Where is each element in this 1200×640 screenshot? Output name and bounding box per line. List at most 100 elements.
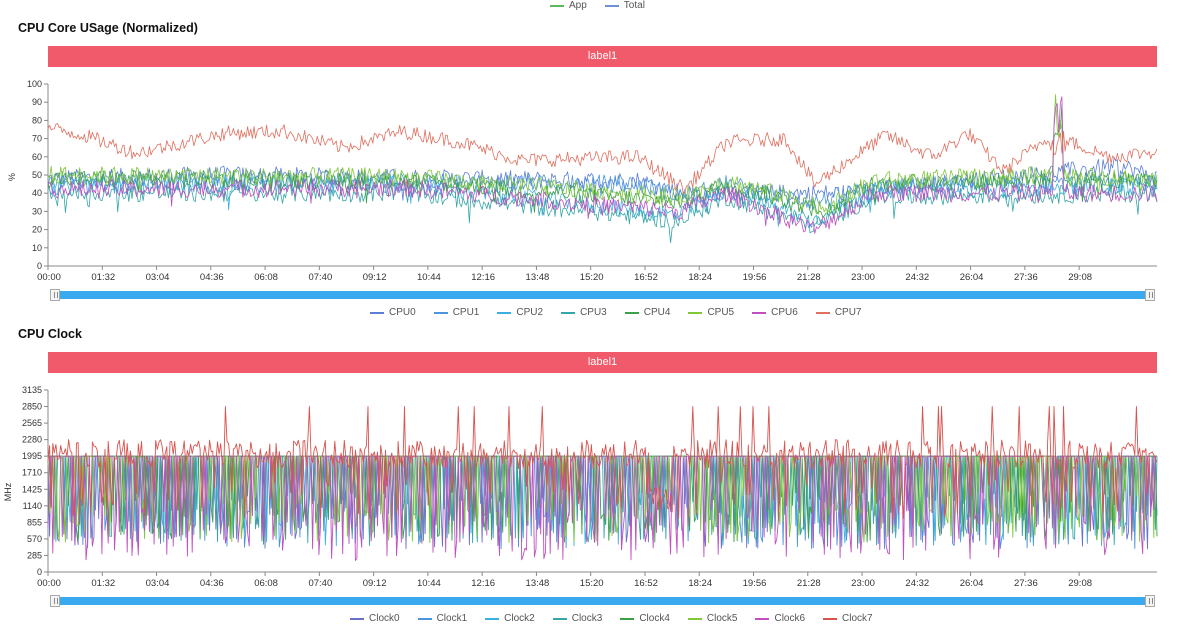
usage-legend-label: CPU7 [834,307,862,318]
usage-legend-item-cpu2[interactable]: CPU2 [497,307,543,318]
x-tick-label: 00:00 [37,578,61,589]
usage-legend-item-cpu1[interactable]: CPU1 [433,307,479,318]
clock-range-slider[interactable] [48,595,1157,607]
usage-legend-swatch [815,311,830,314]
usage-legend-swatch [433,311,448,314]
y-tick-label: 10 [32,243,42,253]
clock-legend-label: Clock6 [774,613,806,624]
usage-legend-label: CPU2 [516,307,544,318]
x-tick-label: 04:36 [200,578,224,589]
x-tick-label: 07:40 [308,272,332,283]
usage-legend-swatch [370,311,384,314]
clock-legend-item-clock7[interactable]: Clock7 [823,613,873,624]
top-legend-item-total[interactable]: Total [604,0,645,11]
x-tick-label: 03:04 [146,578,170,589]
usage-slider-left-handle[interactable] [50,289,60,301]
series-line-clock7 [47,406,1158,520]
x-tick-label: 27:36 [1014,272,1038,283]
x-tick-label: 09:12 [363,578,387,589]
x-tick-label: 01:32 [91,578,115,589]
y-tick-label: 570 [27,534,42,544]
y-tick-label: 50 [32,170,42,180]
x-tick-label: 19:56 [743,578,767,589]
x-tick-label: 18:24 [688,272,712,283]
usage-legend-label: CPU0 [389,307,416,318]
x-tick-label: 26:04 [960,272,984,283]
usage-chart-title: CPU Core USage (Normalized) [18,21,198,35]
clock-slider-right-handle[interactable] [1145,595,1155,607]
x-tick-label: 24:32 [905,272,929,283]
series-line-clock5 [47,455,1157,544]
series-line-cpu4 [47,103,1158,218]
y-tick-label: 1140 [23,501,42,511]
clock-legend-swatch [687,617,702,620]
usage-legend-label: CPU4 [643,307,671,318]
usage-legend-label: CPU3 [580,307,607,318]
clock-legend-label: Clock2 [504,613,535,624]
usage-legend-swatch [497,311,512,314]
clock-chart-title: CPU Clock [18,327,82,341]
usage-legend-item-cpu6[interactable]: CPU6 [752,307,798,318]
clock-legend-item-clock0[interactable]: Clock0 [350,613,400,624]
usage-legend-item-cpu7[interactable]: CPU7 [815,307,862,318]
series-line-clock4 [48,455,1158,543]
clock-slider-track[interactable] [58,597,1147,605]
usage-legend-item-cpu3[interactable]: CPU3 [561,307,607,318]
usage-range-slider[interactable] [48,289,1157,301]
usage-chart: 0 10 20 30 40 50 60 70 80 90 100 00:00 01:32 03:04 04:… [27,79,1158,283]
clock-legend-swatch [823,617,838,620]
x-tick-label: 01:32 [91,272,115,283]
usage-legend-item-cpu4[interactable]: CPU4 [624,307,671,318]
series-line-cpu5 [47,94,1158,215]
y-tick-label: 0 [37,567,42,577]
usage-legend-item-cpu5[interactable]: CPU5 [688,307,734,318]
top-legend-swatch [604,4,619,7]
clock-legend-item-clock5[interactable]: Clock5 [687,613,737,624]
y-tick-label: 3135 [22,385,42,395]
clock-legend-label: Clock1 [436,613,468,624]
usage-legend-swatch [624,311,639,314]
clock-legend-item-clock4[interactable]: Clock4 [620,613,670,624]
y-tick-label: 0 [37,261,42,271]
y-tick-label: 2850 [22,402,42,412]
series-line-cpu7 [47,123,1158,194]
clock-label-bar: label1 [48,352,1157,373]
usage-legend-item-cpu0[interactable]: CPU0 [370,307,416,318]
usage-slider-track[interactable] [58,291,1147,299]
usage-slider-right-handle[interactable] [1145,289,1155,301]
clock-slider-left-handle[interactable] [50,595,60,607]
x-tick-label: 13:48 [526,578,550,589]
x-tick-label: 21:28 [797,578,821,589]
x-tick-label: 12:16 [471,578,495,589]
x-tick-label: 15:20 [580,578,604,589]
clock-legend: Clock0 Clock1 Clock2 Clock3 Clock4 Clock5 Cloc… [350,613,873,624]
top-legend-item-app[interactable]: App [550,0,587,11]
y-tick-label: 2280 [22,435,42,445]
clock-legend-swatch [755,617,770,620]
x-tick-label: 00:00 [37,272,61,283]
x-tick-label: 27:36 [1014,578,1038,589]
y-tick-label: 1425 [22,484,42,494]
top-legend: App Total [550,0,645,11]
top-legend-label: Total [623,0,645,11]
x-tick-label: 16:52 [634,272,658,283]
clock-legend-item-clock6[interactable]: Clock6 [755,613,805,624]
clock-legend-label: Clock0 [369,613,400,624]
clock-legend-swatch [552,617,567,620]
y-tick-label: 20 [32,225,42,235]
series-line-clock2 [48,455,1157,547]
clock-legend-label: Clock7 [842,613,873,624]
clock-legend-item-clock2[interactable]: Clock2 [485,613,535,624]
x-tick-label: 13:48 [526,272,550,283]
series-line-cpu6 [47,96,1158,234]
x-tick-label: 15:20 [580,272,604,283]
y-tick-label: 90 [32,97,42,107]
clock-legend-swatch [350,617,364,620]
y-tick-label: 40 [32,188,42,198]
clock-legend-item-clock3[interactable]: Clock3 [552,613,603,624]
clock-legend-label: Clock3 [571,613,603,624]
y-tick-label: 1995 [22,451,42,461]
y-tick-label: 855 [27,517,42,527]
x-tick-label: 12:16 [471,272,495,283]
clock-legend-item-clock1[interactable]: Clock1 [417,613,468,624]
